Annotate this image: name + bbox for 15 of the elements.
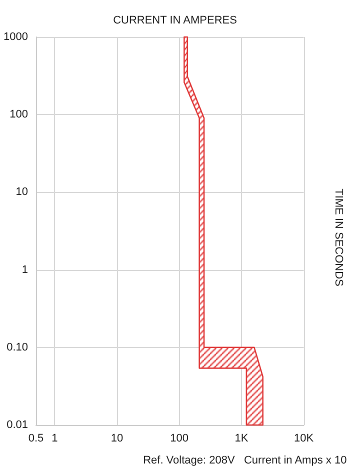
x-tick-label: 10K	[294, 432, 314, 444]
x-tick-label: 10	[110, 432, 124, 444]
x-axis-title: Ref. Voltage: 208V Current in Amps x 10	[143, 454, 347, 466]
y-tick-label: 1000	[4, 31, 28, 43]
chart-title: CURRENT IN AMPERES	[113, 14, 237, 26]
y-tick-label: 1	[22, 264, 28, 276]
x-tick-label: 0.5	[28, 432, 44, 444]
x-tick-label: 100	[170, 432, 188, 444]
y-tick-label: 10	[16, 186, 28, 198]
x-tick-label: 1	[52, 432, 58, 444]
x-tick-label: 1K	[234, 432, 249, 444]
y-axis-title: TIME IN SECONDS	[332, 188, 344, 286]
y-tick-label: 0.10	[6, 341, 28, 354]
y-tick-label: 100	[10, 108, 28, 121]
y-tick-label: 0.01	[6, 419, 28, 431]
